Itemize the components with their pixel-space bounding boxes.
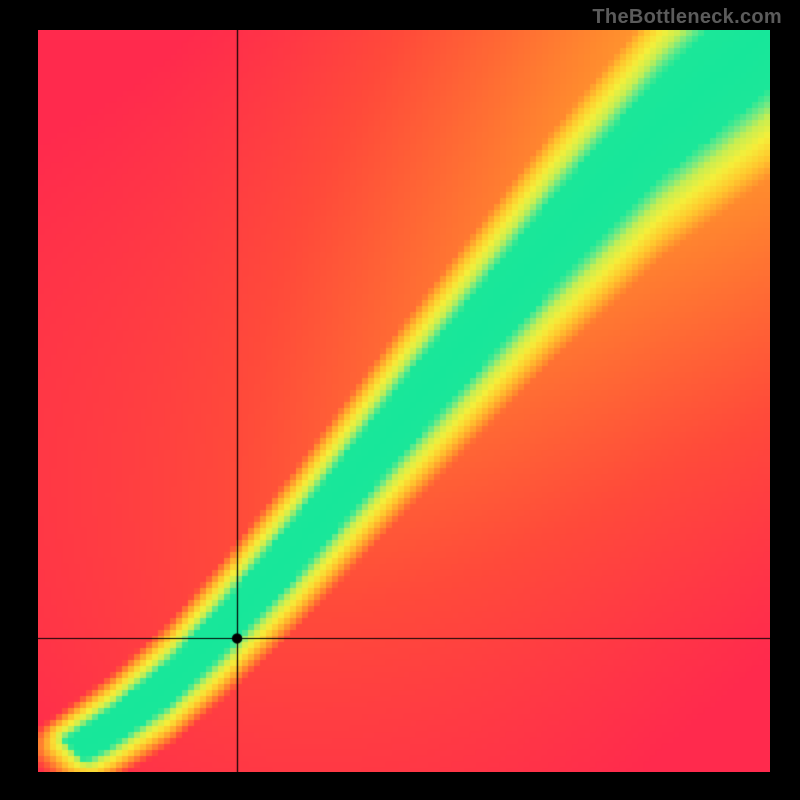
heatmap-canvas [38,30,770,772]
chart-container: TheBottleneck.com [0,0,800,800]
watermark-text: TheBottleneck.com [592,6,782,29]
